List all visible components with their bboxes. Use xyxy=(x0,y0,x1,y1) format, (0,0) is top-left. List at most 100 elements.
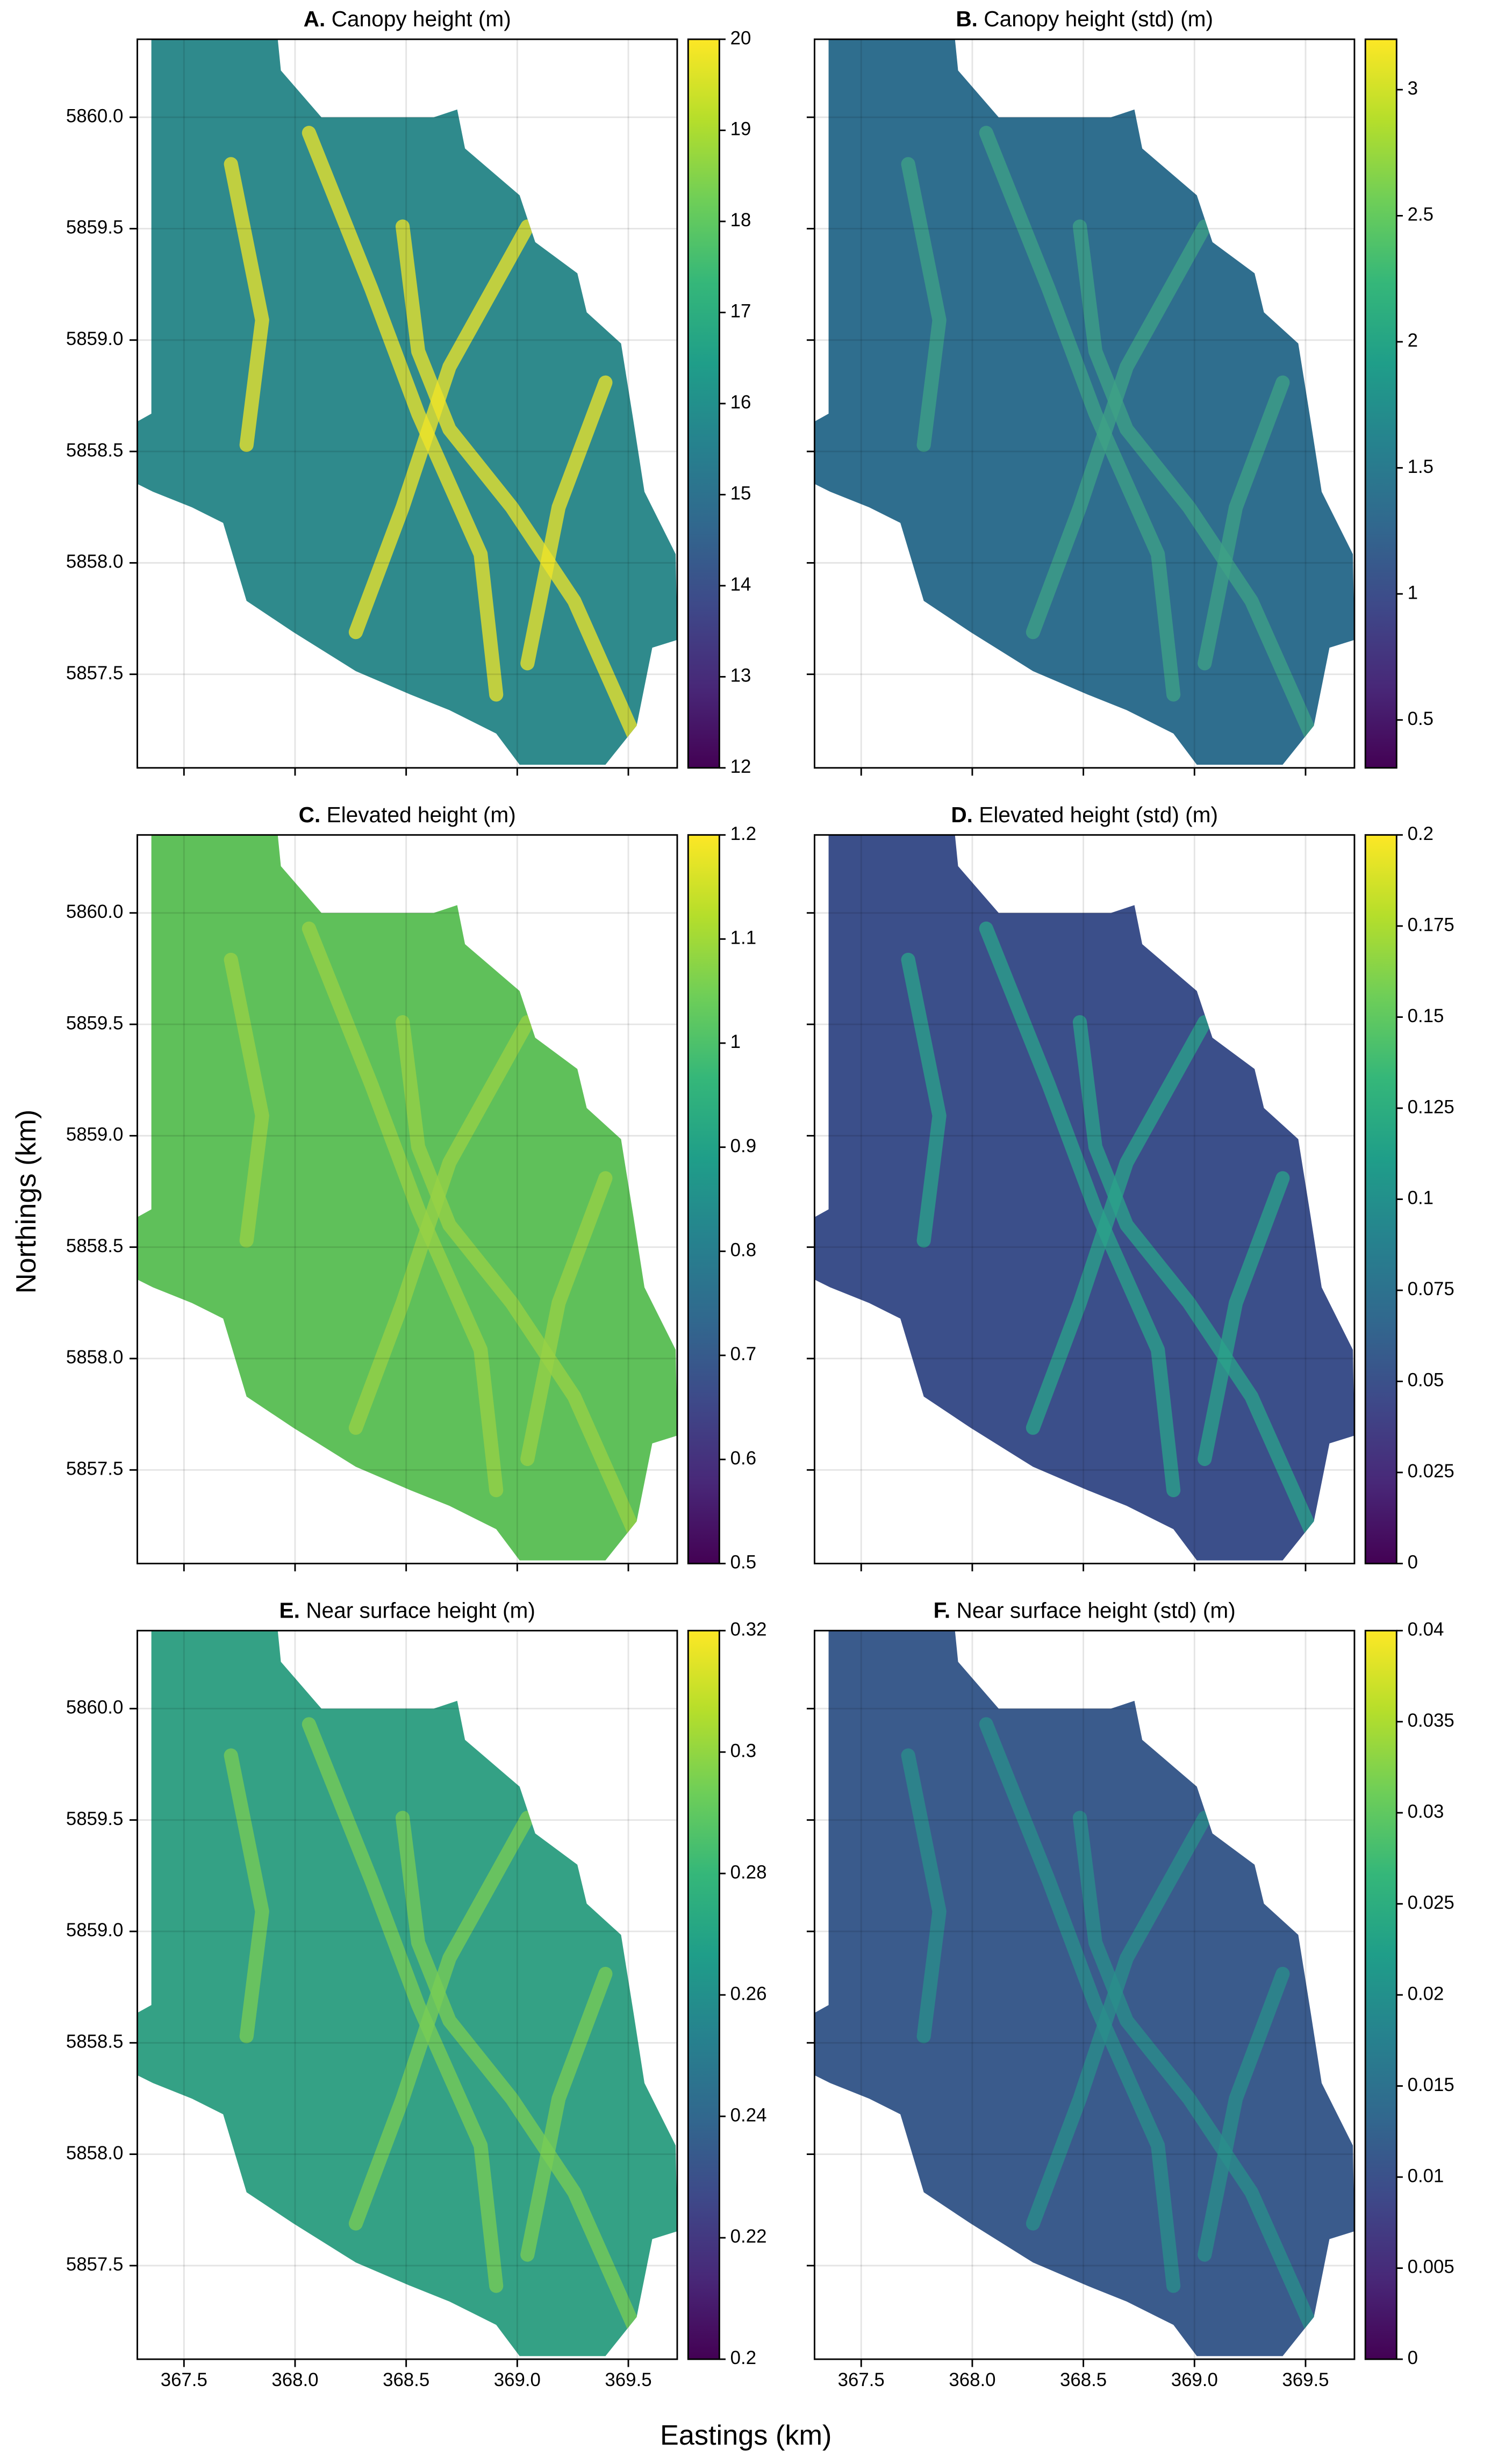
panel-title: A. Canopy height (m) xyxy=(304,6,511,31)
colorbar-tick-label: 0.5 xyxy=(730,1552,756,1573)
panel: 0.5 1 1.5 2 2.5 3 xyxy=(806,38,1434,776)
colorbar-tick-label: 0.02 xyxy=(1408,1983,1444,2004)
raster-streak xyxy=(1072,1015,1321,1545)
colorbar-tick-label: 0.125 xyxy=(1408,1096,1454,1117)
x-tick-label: 369.0 xyxy=(1171,2369,1218,2390)
raster-texture xyxy=(224,921,644,1545)
panel-title: D. Elevated height (std) (m) xyxy=(951,802,1218,827)
colorbar-tick-label: 0.04 xyxy=(1408,1619,1444,1640)
raster-streak xyxy=(1072,1811,1321,2340)
panel-title: C. Elevated height (m) xyxy=(299,802,516,827)
y-tick-label: 5859.0 xyxy=(66,328,124,349)
colorbar: 0.5 0.6 0.7 0.8 0.9 1 1.1 1.2 xyxy=(687,823,756,1573)
raster-texture xyxy=(901,921,1321,1545)
panel: 367.5 368.0 368.5 369.0 369.5 5857.5 5858.0 585… xyxy=(66,1619,767,2390)
raster-texture xyxy=(224,1717,644,2340)
panel-title-text: Elevated height (std) (m) xyxy=(979,802,1218,827)
raster-streak xyxy=(901,1748,947,2044)
colorbar-tick-label: 16 xyxy=(730,392,751,413)
colorbar: 0.5 1 1.5 2 2.5 3 xyxy=(1364,38,1434,769)
plot-frame xyxy=(137,1629,678,2360)
raster-streak xyxy=(302,921,504,1498)
x-tick-label: 368.0 xyxy=(271,2369,318,2390)
raster-streak xyxy=(520,1171,613,1466)
colorbar-gradient xyxy=(1364,38,1397,769)
raster-streak xyxy=(1026,1015,1212,1435)
panel-title-text: Near surface height (m) xyxy=(306,1598,535,1622)
raster-streak xyxy=(1026,1811,1212,2231)
raster-texture xyxy=(224,126,644,749)
panel-letter: A. xyxy=(304,6,326,31)
x-tick-label: 368.5 xyxy=(1060,2369,1107,2390)
y-tick-label: 5858.0 xyxy=(66,2143,124,2164)
panel-title: F. Near surface height (std) (m) xyxy=(934,1598,1236,1622)
y-tick-label: 5858.0 xyxy=(66,551,124,572)
y-tick-label: 5859.5 xyxy=(66,217,124,238)
panel: 0 0.025 0.05 0.075 0.1 0.125 0.15 0.175 0.2 xyxy=(806,823,1454,1573)
colorbar-gradient xyxy=(687,834,720,1564)
colorbar-tick-label: 20 xyxy=(730,27,751,48)
colorbar-tick-label: 1 xyxy=(730,1031,741,1052)
y-tick-label: 5860.0 xyxy=(66,901,124,922)
x-tick-label: 367.5 xyxy=(161,2369,207,2390)
panel-title-text: Canopy height (std) (m) xyxy=(984,6,1213,31)
colorbar-tick-label: 0.025 xyxy=(1408,1461,1454,1482)
colorbar-tick-label: 0.025 xyxy=(1408,1892,1454,1913)
colorbar-tick-label: 0.8 xyxy=(730,1240,756,1261)
raster-streak xyxy=(224,1748,269,2044)
panel: 5857.55858.05858.55859.05859.55860.00.50… xyxy=(66,823,756,1573)
y-axis-label: Northings (km) xyxy=(11,1110,42,1294)
plot-frame xyxy=(813,834,1356,1564)
raster-streak xyxy=(348,219,535,640)
colorbar-tick-label: 0.7 xyxy=(730,1344,756,1364)
colorbar-tick-label: 2 xyxy=(1408,330,1418,351)
raster-streak xyxy=(395,219,644,749)
colorbar: 0.2 0.22 0.24 0.26 0.28 0.3 0.32 xyxy=(687,1619,767,2368)
colorbar-tick-label: 0.15 xyxy=(1408,1005,1444,1026)
colorbar-tick-label: 15 xyxy=(730,483,751,504)
panel: 5857.5 5858.0 5858.5 5859.0 5859.5 5860.0 12 13… xyxy=(66,27,751,777)
raster-streak xyxy=(901,157,947,452)
colorbar: 0 0.005 0.01 0.015 0.02 0.025 0.03 0.035 0.04 xyxy=(1364,1619,1454,2368)
raster-streak xyxy=(348,1811,535,2231)
colorbar: 0 0.025 0.05 0.075 0.1 0.125 0.15 0.175 0.2 xyxy=(1364,823,1454,1573)
plot-frame xyxy=(137,38,678,769)
raster-streak xyxy=(979,1717,1181,2293)
y-tick-label: 5857.5 xyxy=(66,1458,124,1479)
colorbar-tick-label: 13 xyxy=(730,665,751,686)
colorbar-tick-label: 0.1 xyxy=(1408,1188,1434,1209)
colorbar-tick-label: 0.24 xyxy=(730,2104,767,2125)
panel-letter: B. xyxy=(956,6,978,31)
y-tick-label: 5858.5 xyxy=(66,1235,124,1256)
colorbar-tick-label: 0.005 xyxy=(1408,2257,1454,2278)
y-tick-label: 5857.5 xyxy=(66,663,124,684)
raster-streak xyxy=(901,952,947,1248)
panel-title-text: Near surface height (std) (m) xyxy=(956,1598,1235,1622)
plot-frame xyxy=(813,38,1356,769)
raster-streak xyxy=(520,375,613,671)
panel-title-text: Canopy height (m) xyxy=(332,6,511,31)
y-tick-label: 5860.0 xyxy=(66,1697,124,1718)
y-tick-label: 5858.5 xyxy=(66,2031,124,2052)
colorbar-tick-label: 0 xyxy=(1408,2347,1418,2368)
colorbar-tick-label: 2.5 xyxy=(1408,204,1434,225)
y-tick-label: 5858.5 xyxy=(66,440,124,461)
raster-streak xyxy=(520,1966,613,2262)
colorbar-tick-label: 0.2 xyxy=(1408,823,1434,844)
colorbar: 12 13 14 15 16 17 18 19 20 xyxy=(687,27,751,777)
raster-texture xyxy=(901,126,1321,749)
colorbar-tick-label: 12 xyxy=(730,756,751,777)
colorbar-tick-label: 1 xyxy=(1408,582,1418,603)
colorbar-gradient xyxy=(1364,834,1397,1564)
y-tick-label: 5859.0 xyxy=(66,1920,124,1941)
colorbar-tick-label: 17 xyxy=(730,301,751,322)
plot-frame xyxy=(137,834,678,1564)
raster-streak xyxy=(348,1015,535,1435)
colorbar-tick-label: 14 xyxy=(730,574,751,595)
colorbar-gradient xyxy=(687,1629,720,2360)
panel-title: E. Near surface height (m) xyxy=(279,1598,535,1622)
raster-streak xyxy=(395,1015,644,1545)
raster-streak xyxy=(302,126,504,702)
raster-streak xyxy=(395,1811,644,2340)
